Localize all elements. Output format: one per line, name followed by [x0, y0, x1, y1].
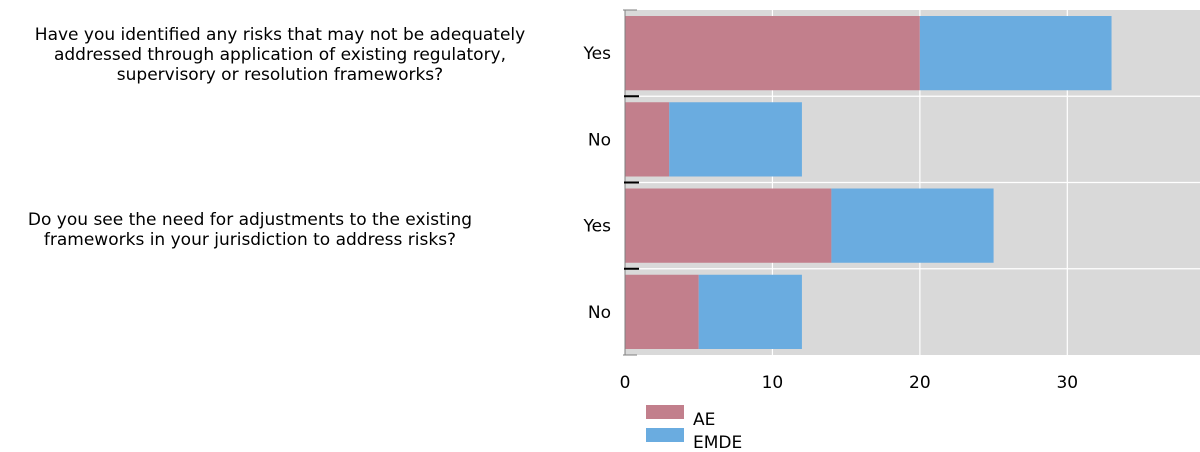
labels: 0 10 20 30 Yes No Yes No Have you identified any… — [28, 25, 1078, 393]
question-label: Do you see the need for adjustments to t… — [28, 210, 472, 230]
category-label: No — [588, 130, 611, 150]
legend-swatch-emde — [646, 428, 684, 442]
axes — [623, 9, 639, 356]
bars — [625, 16, 1112, 349]
question-label: frameworks in your jurisdiction to addre… — [44, 230, 456, 250]
bar-emde — [919, 16, 1112, 91]
x-tick-label: 20 — [909, 373, 931, 393]
bar-emde — [831, 188, 994, 263]
category-label: Yes — [583, 44, 612, 64]
legend-swatch-ae — [646, 405, 684, 419]
bar-ae — [625, 16, 920, 91]
question-label: Have you identified any risks that may n… — [35, 25, 525, 45]
legend-label-emde: EMDE — [693, 433, 742, 452]
x-tick-label: 10 — [762, 373, 784, 393]
x-tick-label: 0 — [620, 373, 631, 393]
category-label: Yes — [583, 217, 612, 237]
bar-emde — [669, 102, 802, 177]
category-label: No — [588, 303, 611, 323]
question-label: addressed through application of existin… — [54, 45, 506, 65]
legend: AE EMDE — [646, 405, 742, 452]
bar-ae — [625, 274, 699, 349]
bar-ae — [625, 188, 832, 263]
legend-label-ae: AE — [693, 410, 715, 430]
bar-ae — [625, 102, 670, 177]
bar-emde — [698, 274, 802, 349]
question-label: supervisory or resolution frameworks? — [117, 65, 443, 85]
x-tick-label: 30 — [1056, 373, 1078, 393]
